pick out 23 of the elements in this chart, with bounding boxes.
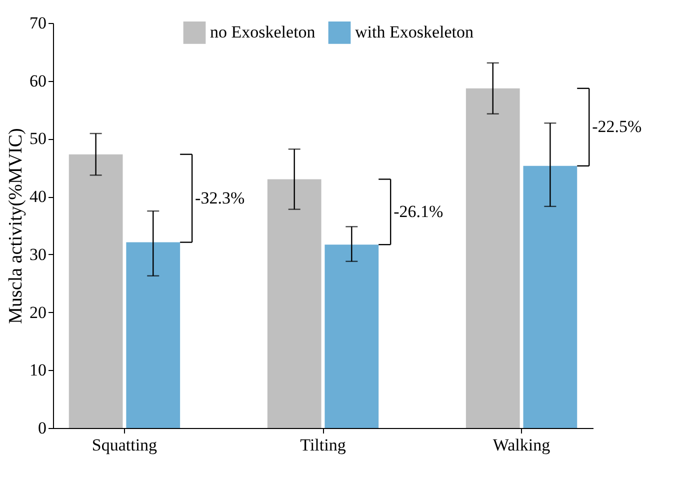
x-tick-label: Walking — [492, 436, 551, 454]
bar — [68, 154, 123, 428]
x-tick-label: Squatting — [92, 436, 158, 454]
y-tick-label: 0 — [38, 418, 46, 438]
annotation: -32.3% — [195, 188, 245, 208]
y-tick-label: 40 — [30, 187, 46, 206]
y-tick-label: 60 — [30, 71, 46, 90]
bar — [523, 166, 578, 428]
y-axis-title: Muscla activity(%MVIC) — [6, 128, 26, 324]
y-tick-label: 20 — [30, 302, 46, 322]
bar — [466, 88, 520, 428]
annotation: -26.1% — [394, 202, 444, 221]
y-tick-label: 30 — [30, 244, 46, 264]
y-tick-label: 10 — [30, 360, 46, 380]
bar — [267, 179, 322, 428]
annotation: -22.5% — [592, 117, 642, 136]
bar — [324, 244, 379, 428]
bar — [126, 242, 180, 428]
legend-label: with Exoskeleton — [355, 22, 474, 42]
legend-label: no Exoskeleton — [210, 22, 316, 42]
x-tick-label: Tilting — [300, 436, 346, 454]
y-tick-label: 70 — [30, 14, 46, 32]
y-tick-label: 50 — [30, 129, 46, 148]
